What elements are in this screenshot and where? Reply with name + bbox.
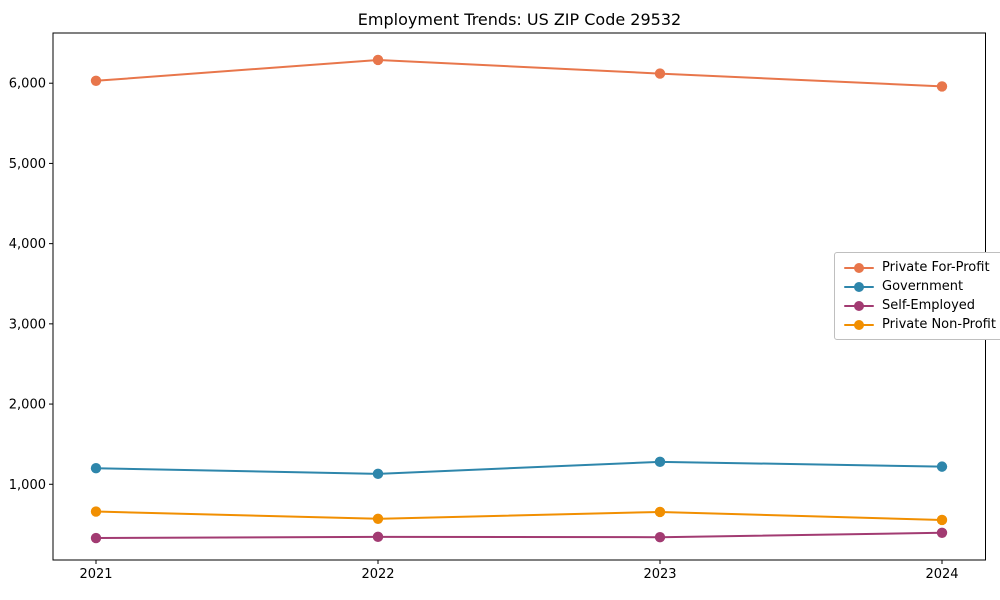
legend-line-marker-icon: [844, 300, 874, 311]
legend-line-marker-icon: [844, 281, 874, 292]
data-point-marker: [936, 461, 948, 472]
y-tick-label: 3,000: [9, 317, 46, 332]
data-point-marker: [936, 81, 948, 92]
legend-line-marker-icon: [844, 262, 874, 273]
data-point-marker: [90, 532, 102, 544]
data-point-marker: [90, 463, 102, 474]
legend: Private For-Profit Government Self-Employe…: [834, 252, 1000, 340]
data-point-marker: [654, 506, 666, 518]
x-tick-label: 2024: [925, 567, 958, 582]
y-tick-label: 1,000: [9, 478, 46, 493]
series-line-self-employed: [95, 531, 943, 540]
data-point-marker: [372, 513, 384, 524]
legend-item-private-non-profit: Private Non-Profit: [844, 315, 996, 334]
legend-item-self-employed: Self-Employed: [844, 296, 996, 315]
series-line-private-non-profit: [95, 510, 943, 521]
series-line-government: [95, 460, 943, 475]
legend-label: Private For-Profit: [882, 260, 990, 275]
x-tick-label: 2022: [361, 567, 394, 582]
data-point-marker: [654, 68, 666, 79]
data-point-marker: [372, 54, 384, 66]
data-point-marker: [936, 514, 948, 526]
data-point-marker: [372, 531, 384, 543]
y-tick-label: 4,000: [9, 237, 46, 252]
legend-item-private-for-profit: Private For-Profit: [844, 258, 996, 277]
y-tick-label: 6,000: [9, 77, 46, 92]
data-point-marker: [936, 527, 948, 539]
y-tick-label: 5,000: [9, 157, 46, 172]
data-point-marker: [90, 75, 102, 87]
legend-label: Private Non-Profit: [882, 317, 996, 332]
data-point-marker: [654, 456, 666, 468]
legend-label: Self-Employed: [882, 298, 976, 313]
y-tick-label: 2,000: [9, 398, 46, 413]
x-tick-label: 2021: [79, 567, 112, 582]
series-line-private-for-profit: [95, 58, 943, 88]
data-point-marker: [654, 532, 666, 543]
legend-label: Government: [882, 279, 964, 294]
x-tick-label: 2023: [643, 567, 676, 582]
data-point-marker: [90, 506, 102, 517]
chart-title: Employment Trends: US ZIP Code 29532: [357, 10, 682, 29]
legend-item-government: Government: [844, 277, 996, 296]
data-point-marker: [372, 468, 384, 480]
legend-line-marker-icon: [844, 319, 874, 330]
